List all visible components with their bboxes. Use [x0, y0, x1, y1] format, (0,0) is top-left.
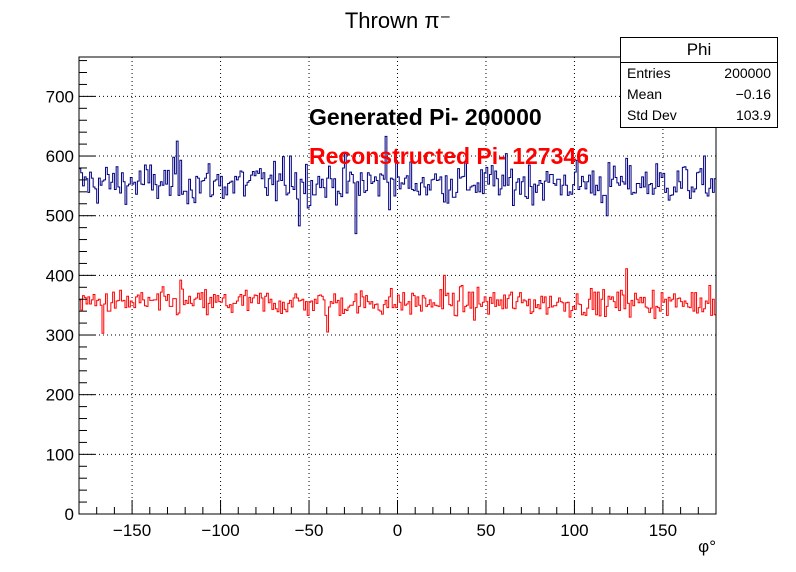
series-1-histogram	[79, 268, 716, 334]
y-tick-label: 0	[65, 505, 74, 524]
y-tick-label: 100	[46, 445, 74, 464]
stats-value: 200000	[724, 65, 771, 81]
x-tick-label: −150	[113, 521, 151, 540]
y-tick-label: 200	[46, 386, 74, 405]
x-tick-label: 150	[649, 521, 677, 540]
grid-lines	[79, 57, 716, 514]
y-tick-label: 700	[46, 87, 74, 106]
histogram-series	[79, 135, 716, 334]
y-tick-label: 400	[46, 266, 74, 285]
y-tick-label: 300	[46, 326, 74, 345]
series-0-histogram	[79, 135, 716, 235]
stats-row-entries: Entries 200000	[621, 63, 777, 84]
stats-label: Std Dev	[627, 107, 677, 123]
y-tick-label: 600	[46, 147, 74, 166]
stats-value: −0.16	[735, 86, 771, 102]
x-tick-label: 0	[393, 521, 402, 540]
reconstructed-annotation: Reconstructed Pi- 127346	[309, 143, 589, 169]
x-tick-label: −50	[295, 521, 324, 540]
stats-box: Phi Entries 200000 Mean −0.16 Std Dev 10…	[620, 37, 778, 128]
stats-label: Entries	[627, 65, 671, 81]
stats-label: Mean	[627, 86, 663, 102]
x-tick-label: −100	[201, 521, 239, 540]
x-tick-label: 50	[477, 521, 496, 540]
chart-title: Thrown π⁻	[345, 8, 451, 33]
generated-annotation: Generated Pi- 200000	[309, 104, 542, 130]
x-tick-label: 100	[560, 521, 588, 540]
stats-value: 103.9	[735, 107, 771, 123]
stats-row-stddev: Std Dev 103.9	[621, 105, 777, 126]
axes: −150 −100 −50 0 50 100 150 0 100 200 300 400 500 600 7…	[46, 56, 717, 540]
stats-row-mean: Mean −0.16	[621, 84, 777, 105]
stats-title: Phi	[621, 38, 777, 63]
y-tick-label: 500	[46, 207, 74, 226]
x-axis-label: φ°	[698, 537, 716, 556]
